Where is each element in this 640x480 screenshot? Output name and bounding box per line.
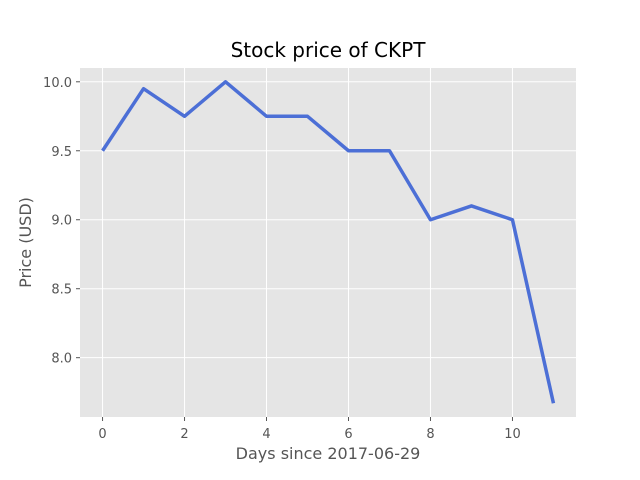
y-tick-label: 8.0 — [51, 352, 72, 367]
series-layer — [101, 80, 556, 404]
y-tick-label: 9.0 — [51, 214, 72, 229]
y-axis-label: Price (USD) — [16, 197, 35, 288]
y-tick-label: 8.5 — [51, 283, 72, 298]
x-axis-label: Days since 2017-06-29 — [236, 444, 421, 463]
x-tick-label: 2 — [180, 427, 188, 442]
x-tick-label: 4 — [262, 427, 270, 442]
y-tick-label: 9.5 — [51, 145, 72, 160]
plot-area — [80, 68, 576, 417]
x-tick-label: 8 — [426, 427, 434, 442]
chart-title: Stock price of CKPT — [231, 38, 427, 62]
y-tick-label: 10.0 — [43, 76, 72, 91]
x-tick-label: 0 — [98, 427, 106, 442]
x-tick-label: 6 — [344, 427, 352, 442]
price-series-line — [101, 80, 556, 404]
x-tick-label: 10 — [504, 427, 521, 442]
grid-lines — [80, 68, 576, 417]
axis-ticks: 0 2 4 6 8 10 8.0 8.5 9.0 9.5 10.0 — [43, 76, 521, 442]
